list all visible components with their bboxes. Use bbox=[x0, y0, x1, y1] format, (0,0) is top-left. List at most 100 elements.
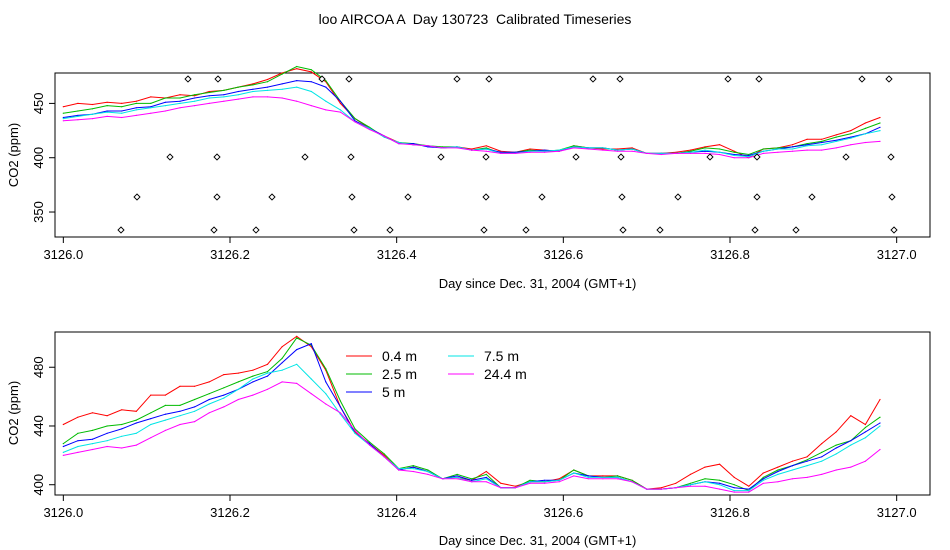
data-point bbox=[850, 144, 852, 146]
diamond-marker bbox=[301, 153, 309, 161]
data-point bbox=[339, 406, 341, 408]
data-point bbox=[821, 451, 823, 453]
data-point bbox=[135, 444, 137, 446]
data-point bbox=[835, 147, 837, 149]
x-tick-label: 3126.6 bbox=[543, 505, 583, 520]
data-point bbox=[325, 403, 327, 405]
data-point bbox=[281, 381, 283, 383]
series-24-4-mm bbox=[62, 381, 881, 493]
data-point bbox=[748, 490, 750, 492]
data-point bbox=[762, 479, 764, 481]
data-point bbox=[806, 149, 808, 151]
data-point bbox=[850, 440, 852, 442]
data-point bbox=[354, 118, 356, 120]
data-point bbox=[77, 416, 79, 418]
data-point bbox=[631, 479, 633, 481]
data-point bbox=[544, 151, 546, 153]
data-point bbox=[208, 393, 210, 395]
data-point bbox=[325, 368, 327, 370]
data-point bbox=[62, 118, 64, 120]
data-point bbox=[194, 95, 196, 97]
data-point bbox=[150, 106, 152, 108]
data-point bbox=[485, 147, 487, 149]
data-point bbox=[427, 473, 429, 475]
data-point bbox=[835, 453, 837, 455]
data-point bbox=[179, 94, 181, 96]
diamond-marker bbox=[656, 226, 664, 234]
diamond-marker bbox=[755, 75, 763, 83]
data-point bbox=[485, 476, 487, 478]
data-point bbox=[194, 105, 196, 107]
diamond-marker bbox=[117, 226, 125, 234]
data-point bbox=[675, 151, 677, 153]
data-point bbox=[675, 482, 677, 484]
data-point bbox=[62, 451, 64, 453]
data-point bbox=[821, 443, 823, 445]
data-point bbox=[733, 491, 735, 493]
data-point bbox=[602, 147, 604, 149]
data-point bbox=[427, 469, 429, 471]
data-point bbox=[296, 382, 298, 384]
data-point bbox=[296, 363, 298, 365]
data-point bbox=[733, 153, 735, 156]
data-point bbox=[704, 150, 706, 152]
data-point bbox=[369, 443, 371, 445]
data-point bbox=[106, 440, 108, 442]
data-point bbox=[194, 100, 196, 102]
data-point bbox=[62, 120, 64, 122]
data-point bbox=[398, 143, 400, 145]
data-point bbox=[544, 479, 546, 481]
series-0-4-mm bbox=[62, 335, 881, 490]
data-point bbox=[208, 95, 210, 97]
data-point bbox=[777, 466, 779, 468]
diamond-marker bbox=[133, 193, 141, 201]
diamond-marker bbox=[184, 75, 192, 83]
data-point bbox=[514, 151, 517, 153]
data-point bbox=[325, 393, 327, 395]
data-point bbox=[573, 146, 575, 148]
data-point bbox=[514, 487, 517, 489]
data-point bbox=[135, 419, 137, 421]
data-point bbox=[864, 460, 867, 462]
series-line bbox=[63, 86, 881, 158]
data-point bbox=[719, 463, 721, 465]
data-point bbox=[762, 482, 764, 484]
data-point bbox=[777, 147, 779, 149]
data-point bbox=[398, 469, 400, 471]
data-point bbox=[325, 100, 327, 102]
data-point bbox=[296, 68, 298, 70]
data-point bbox=[821, 144, 823, 146]
data-point bbox=[500, 482, 502, 484]
data-point bbox=[733, 157, 735, 159]
data-point bbox=[62, 454, 64, 456]
data-point bbox=[864, 423, 867, 426]
data-point bbox=[631, 481, 633, 483]
data-point bbox=[587, 476, 589, 478]
data-point bbox=[208, 381, 210, 383]
data-point bbox=[412, 466, 414, 468]
data-point bbox=[237, 398, 239, 401]
legend-label: 5 m bbox=[382, 384, 405, 400]
plot-frame bbox=[54, 72, 931, 238]
data-point bbox=[719, 148, 721, 150]
data-point bbox=[879, 448, 881, 451]
data-point bbox=[850, 136, 852, 138]
data-point bbox=[835, 136, 837, 138]
diamond-marker bbox=[858, 75, 866, 83]
diamond-marker bbox=[888, 193, 896, 201]
data-point bbox=[106, 115, 108, 117]
data-point bbox=[602, 475, 604, 477]
data-point bbox=[471, 478, 473, 480]
data-point bbox=[733, 484, 735, 486]
data-point bbox=[704, 478, 706, 480]
data-point bbox=[266, 89, 269, 91]
data-point bbox=[223, 374, 225, 376]
data-point bbox=[471, 149, 473, 151]
diamond-marker bbox=[350, 226, 358, 234]
data-point bbox=[777, 481, 779, 483]
data-point bbox=[223, 100, 225, 102]
data-point bbox=[616, 148, 619, 150]
data-point bbox=[762, 150, 764, 152]
data-point bbox=[748, 488, 750, 490]
series-5-mm bbox=[62, 343, 881, 490]
